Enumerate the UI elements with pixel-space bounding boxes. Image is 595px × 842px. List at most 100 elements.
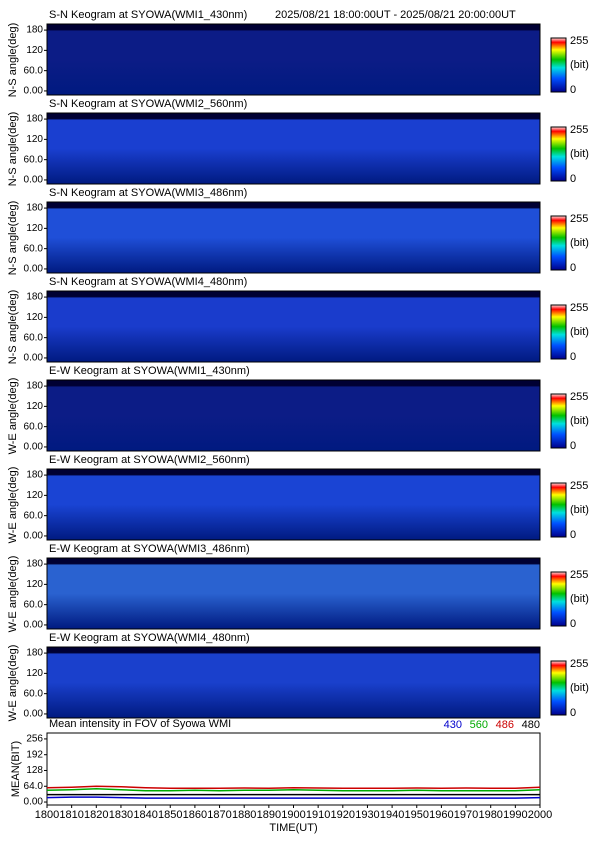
time-range: 2025/08/21 18:00:00UT - 2025/08/21 20:00… [275, 9, 516, 21]
x-tick-label: 1860 [183, 809, 207, 821]
panel-title: E-W Keogram at SYOWA(WMI1_430nm) [49, 365, 250, 377]
colorbar-label: 255 [570, 124, 588, 136]
y-tick-label: 64.0 [24, 781, 44, 792]
colorbar-unit: (bit) [570, 237, 589, 249]
x-tick-label: 1970 [454, 809, 478, 821]
x-tick-label: 1980 [478, 809, 502, 821]
y-axis-label: N-S angle(deg) [7, 112, 19, 187]
panel-title: S-N Keogram at SYOWA(WMI2_560nm) [49, 98, 247, 110]
x-tick-label: 1910 [306, 809, 330, 821]
colorbar-unit: (bit) [570, 326, 589, 338]
x-tick-label: 1990 [503, 809, 527, 821]
y-tick-label: 0.00 [24, 620, 44, 631]
keogram-image [46, 290, 541, 363]
colorbar-label: 0 [570, 173, 576, 185]
y-tick-label: 256 [26, 734, 43, 745]
panel-title: E-W Keogram at SYOWA(WMI4_480nm) [49, 632, 250, 644]
colorbar [550, 304, 567, 360]
colorbar [550, 482, 567, 538]
colorbar [550, 571, 567, 627]
y-axis-label: MEAN(BIT) [10, 741, 22, 797]
series-line [46, 787, 541, 792]
x-tick-label: 1880 [232, 809, 256, 821]
x-tick-label: 1870 [207, 809, 231, 821]
colorbar-label: 0 [570, 351, 576, 363]
y-tick-label: 180 [26, 381, 43, 392]
y-tick-label: 120 [26, 579, 43, 590]
y-tick-label: 180 [26, 114, 43, 125]
y-tick-label: 0.00 [24, 353, 44, 364]
legend-entry: 430 [444, 719, 462, 731]
y-tick-label: 180 [26, 292, 43, 303]
y-tick-label: 120 [26, 401, 43, 412]
x-tick-label: 1840 [133, 809, 157, 821]
colorbar-unit: (bit) [570, 504, 589, 516]
y-tick-label: 60.0 [24, 599, 44, 610]
y-tick-label: 0.00 [24, 264, 44, 275]
y-tick-label: 0.00 [24, 86, 44, 97]
y-tick-label: 180 [26, 559, 43, 570]
keogram-image [46, 23, 541, 96]
keogram-image [46, 646, 541, 719]
y-axis-label: W-E angle(deg) [7, 467, 19, 544]
keogram-image [46, 557, 541, 630]
colorbar-label: 0 [570, 440, 576, 452]
colorbar [550, 215, 567, 271]
colorbar [550, 37, 567, 93]
y-tick-label: 120 [26, 312, 43, 323]
keogram-image [46, 112, 541, 185]
colorbar-label: 0 [570, 707, 576, 719]
panel-title: S-N Keogram at SYOWA(WMI1_430nm) [49, 9, 247, 21]
legend-entry: 480 [522, 719, 540, 731]
y-tick-label: 0.00 [24, 442, 44, 453]
chart-title: Mean intensity in FOV of Syowa WMI [49, 718, 231, 730]
colorbar-label: 255 [570, 391, 588, 403]
colorbar [550, 126, 567, 182]
y-axis-label: N-S angle(deg) [7, 23, 19, 98]
x-tick-label: 1940 [380, 809, 404, 821]
panel-title: E-W Keogram at SYOWA(WMI3_486nm) [49, 543, 250, 555]
colorbar-label: 255 [570, 569, 588, 581]
x-tick-label: 1950 [405, 809, 429, 821]
y-tick-label: 120 [26, 134, 43, 145]
y-tick-label: 60.0 [24, 243, 44, 254]
colorbar-label: 0 [570, 262, 576, 274]
y-tick-label: 60.0 [24, 65, 44, 76]
colorbar-label: 255 [570, 213, 588, 225]
x-tick-label: 1820 [84, 809, 108, 821]
panel-title: S-N Keogram at SYOWA(WMI4_480nm) [49, 276, 247, 288]
y-tick-label: 0.00 [24, 797, 44, 808]
y-tick-label: 192 [26, 749, 43, 760]
y-axis-label: W-E angle(deg) [7, 645, 19, 722]
colorbar-label: 255 [570, 658, 588, 670]
y-tick-label: 180 [26, 470, 43, 481]
y-tick-label: 0.00 [24, 175, 44, 186]
colorbar-label: 255 [570, 35, 588, 47]
y-tick-label: 180 [26, 203, 43, 214]
keogram-image [46, 468, 541, 541]
panel-title: E-W Keogram at SYOWA(WMI2_560nm) [49, 454, 250, 466]
y-tick-label: 60.0 [24, 688, 44, 699]
x-tick-label: 1800 [35, 809, 59, 821]
legend-entry: 560 [470, 719, 488, 731]
x-axis-label: TIME(UT) [269, 822, 317, 834]
y-tick-label: 60.0 [24, 154, 44, 165]
series-line [46, 796, 541, 799]
colorbar-label: 0 [570, 84, 576, 96]
y-tick-label: 120 [26, 490, 43, 501]
colorbar-unit: (bit) [570, 415, 589, 427]
y-tick-label: 120 [26, 45, 43, 56]
plot-area [46, 732, 541, 806]
colorbar-label: 0 [570, 618, 576, 630]
x-tick-label: 1900 [281, 809, 305, 821]
colorbar-unit: (bit) [570, 682, 589, 694]
x-tick-label: 1810 [59, 809, 83, 821]
y-tick-label: 180 [26, 25, 43, 36]
x-tick-label: 1930 [355, 809, 379, 821]
y-tick-label: 60.0 [24, 421, 44, 432]
keogram-image [46, 379, 541, 452]
y-tick-label: 60.0 [24, 332, 44, 343]
x-tick-label: 1920 [331, 809, 355, 821]
x-tick-label: 1830 [109, 809, 133, 821]
